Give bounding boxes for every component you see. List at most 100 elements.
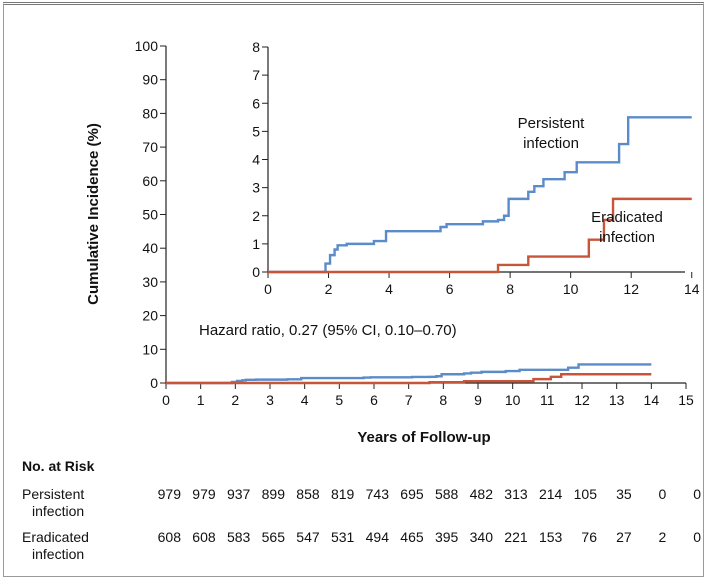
risk-value: 35 [616,486,632,502]
y-tick-label: 0 [252,264,260,280]
x-tick-label: 1 [197,392,205,408]
x-tick-label: 14 [644,392,660,408]
risk-value: 482 [469,486,493,502]
series-line-persistent [166,363,652,385]
risk-value: 979 [192,486,216,502]
y-tick-label: 90 [142,72,158,88]
y-tick-label: 7 [252,67,260,83]
risk-value: 858 [296,486,320,502]
y-tick-label: 4 [252,152,260,168]
risk-label-line2: infection [32,503,85,519]
x-tick-label: 6 [446,281,454,297]
x-tick-label: 7 [405,392,413,408]
risk-value: 214 [538,486,563,502]
x-tick-label: 11 [540,392,555,408]
x-axis-label: Years of Follow-up [357,429,490,446]
risk-value: 0 [693,486,701,502]
risk-value: 743 [365,486,389,502]
risk-value: 588 [434,486,459,502]
x-tick-label: 13 [609,392,625,408]
y-tick-label: 100 [135,38,159,54]
risk-value: 608 [157,529,181,545]
x-tick-label: 12 [623,281,639,297]
risk-row-label: Persistent infection [22,486,132,520]
risk-label-line1: Eradicated [22,529,89,545]
y-tick-label: 50 [142,207,158,223]
x-tick-label: 12 [574,392,590,408]
risk-value: 395 [434,529,459,545]
risk-label-line2: infection [32,546,85,562]
y-tick-label: 20 [142,308,158,324]
x-tick-label: 2 [325,281,333,297]
y-tick-label: 80 [142,105,158,121]
x-tick-label: 10 [505,392,521,408]
inset-line-eradicated [268,197,692,274]
legend-eradicated-line2: infection [599,229,655,246]
risk-value: 0 [693,529,701,545]
y-tick-label: 1 [252,236,260,252]
y-tick-label: 8 [252,39,260,55]
inset-line-persistent [268,116,692,274]
figure-frame [3,2,704,577]
y-tick-label: 2 [252,208,260,224]
y-tick-label: 6 [252,95,260,111]
risk-label-line1: Persistent [22,486,85,502]
risk-row-persistent: Persistent infection 979 979 937 899 858 819 7… [0,486,709,522]
y-tick-label: 3 [252,180,260,196]
risk-table-title: No. at Risk [22,458,95,474]
x-tick-label: 8 [506,281,514,297]
risk-value: 565 [261,529,285,545]
y-tick-label: 40 [142,240,158,256]
x-tick-label: 14 [684,281,700,297]
x-tick-label: 3 [266,392,274,408]
risk-value: 531 [330,529,355,545]
x-tick-label: 0 [162,392,170,408]
series-line-eradicated [166,373,652,385]
legend-persistent-line1: Persistent [518,115,586,132]
y-tick-label: 0 [150,375,158,391]
risk-value: 979 [157,486,181,502]
risk-value: 76 [581,529,597,545]
risk-value: 221 [504,529,528,545]
x-tick-label: 5 [335,392,343,408]
risk-value: 547 [296,529,320,545]
risk-value: 608 [192,529,216,545]
risk-value: 819 [330,486,355,502]
risk-value: 313 [504,486,528,502]
x-tick-label: 9 [474,392,482,408]
x-tick-label: 15 [678,392,694,408]
legend-eradicated-line1: Eradicated [591,209,663,226]
y-tick-label: 5 [252,123,260,139]
main-series [166,363,652,385]
x-tick-label: 10 [563,281,579,297]
y-tick-label: 70 [142,139,158,155]
risk-value: 27 [616,529,632,545]
y-tick-label: 10 [142,341,158,357]
x-tick-label: 2 [231,392,239,408]
x-tick-label: 0 [264,281,272,297]
risk-value: 105 [573,486,597,502]
x-tick-label: 4 [385,281,393,297]
x-tick-label: 8 [439,392,447,408]
risk-value: 340 [469,529,493,545]
risk-row-eradicated: Eradicated infection 608 608 583 565 547 531 4… [0,529,709,565]
risk-value: 153 [538,529,563,545]
risk-value: 2 [658,529,667,545]
hazard-ratio-annotation: Hazard ratio, 0.27 (95% CI, 0.10–0.70) [199,322,457,339]
risk-value: 937 [226,486,251,502]
risk-value: 494 [365,529,389,545]
y-tick-label: 30 [142,274,158,290]
legend-persistent-line2: infection [523,135,579,152]
x-tick-label: 6 [370,392,378,408]
x-tick-label: 4 [301,392,309,408]
y-tick-label: 60 [142,173,158,189]
risk-value: 465 [400,529,424,545]
inset-series [268,116,692,274]
y-axis-label: Cumulative Incidence (%) [85,123,102,305]
risk-value: 695 [400,486,424,502]
risk-row-label: Eradicated infection [22,529,132,563]
risk-value: 0 [658,486,667,502]
